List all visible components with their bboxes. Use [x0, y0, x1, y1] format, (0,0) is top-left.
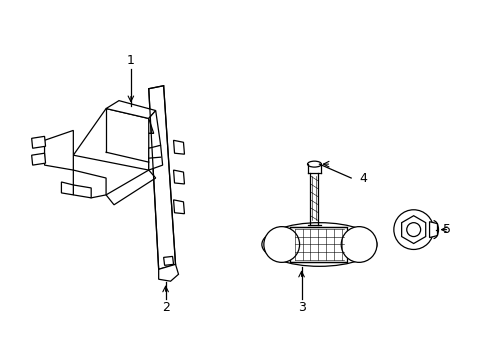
Circle shape — [393, 210, 433, 249]
Polygon shape — [401, 216, 425, 243]
Polygon shape — [73, 109, 153, 170]
Text: 2: 2 — [162, 301, 169, 314]
Polygon shape — [173, 170, 184, 184]
Polygon shape — [32, 153, 45, 165]
Polygon shape — [289, 227, 346, 262]
Polygon shape — [163, 256, 173, 265]
Text: 4: 4 — [358, 171, 366, 185]
Text: 3: 3 — [297, 301, 305, 314]
Polygon shape — [73, 185, 91, 198]
Circle shape — [264, 227, 299, 262]
Text: 1: 1 — [127, 54, 135, 67]
Polygon shape — [173, 140, 184, 154]
Polygon shape — [148, 111, 161, 148]
Polygon shape — [32, 136, 45, 148]
Polygon shape — [148, 145, 163, 170]
Circle shape — [341, 227, 376, 262]
Polygon shape — [148, 86, 175, 269]
Polygon shape — [44, 130, 73, 170]
Polygon shape — [106, 170, 155, 205]
Ellipse shape — [307, 161, 321, 167]
Polygon shape — [173, 200, 184, 214]
Text: 5: 5 — [443, 223, 450, 236]
Ellipse shape — [262, 223, 376, 266]
Polygon shape — [158, 264, 178, 281]
Polygon shape — [106, 100, 155, 118]
Polygon shape — [61, 182, 73, 195]
Circle shape — [406, 223, 420, 237]
Polygon shape — [428, 222, 437, 238]
Polygon shape — [73, 170, 106, 198]
